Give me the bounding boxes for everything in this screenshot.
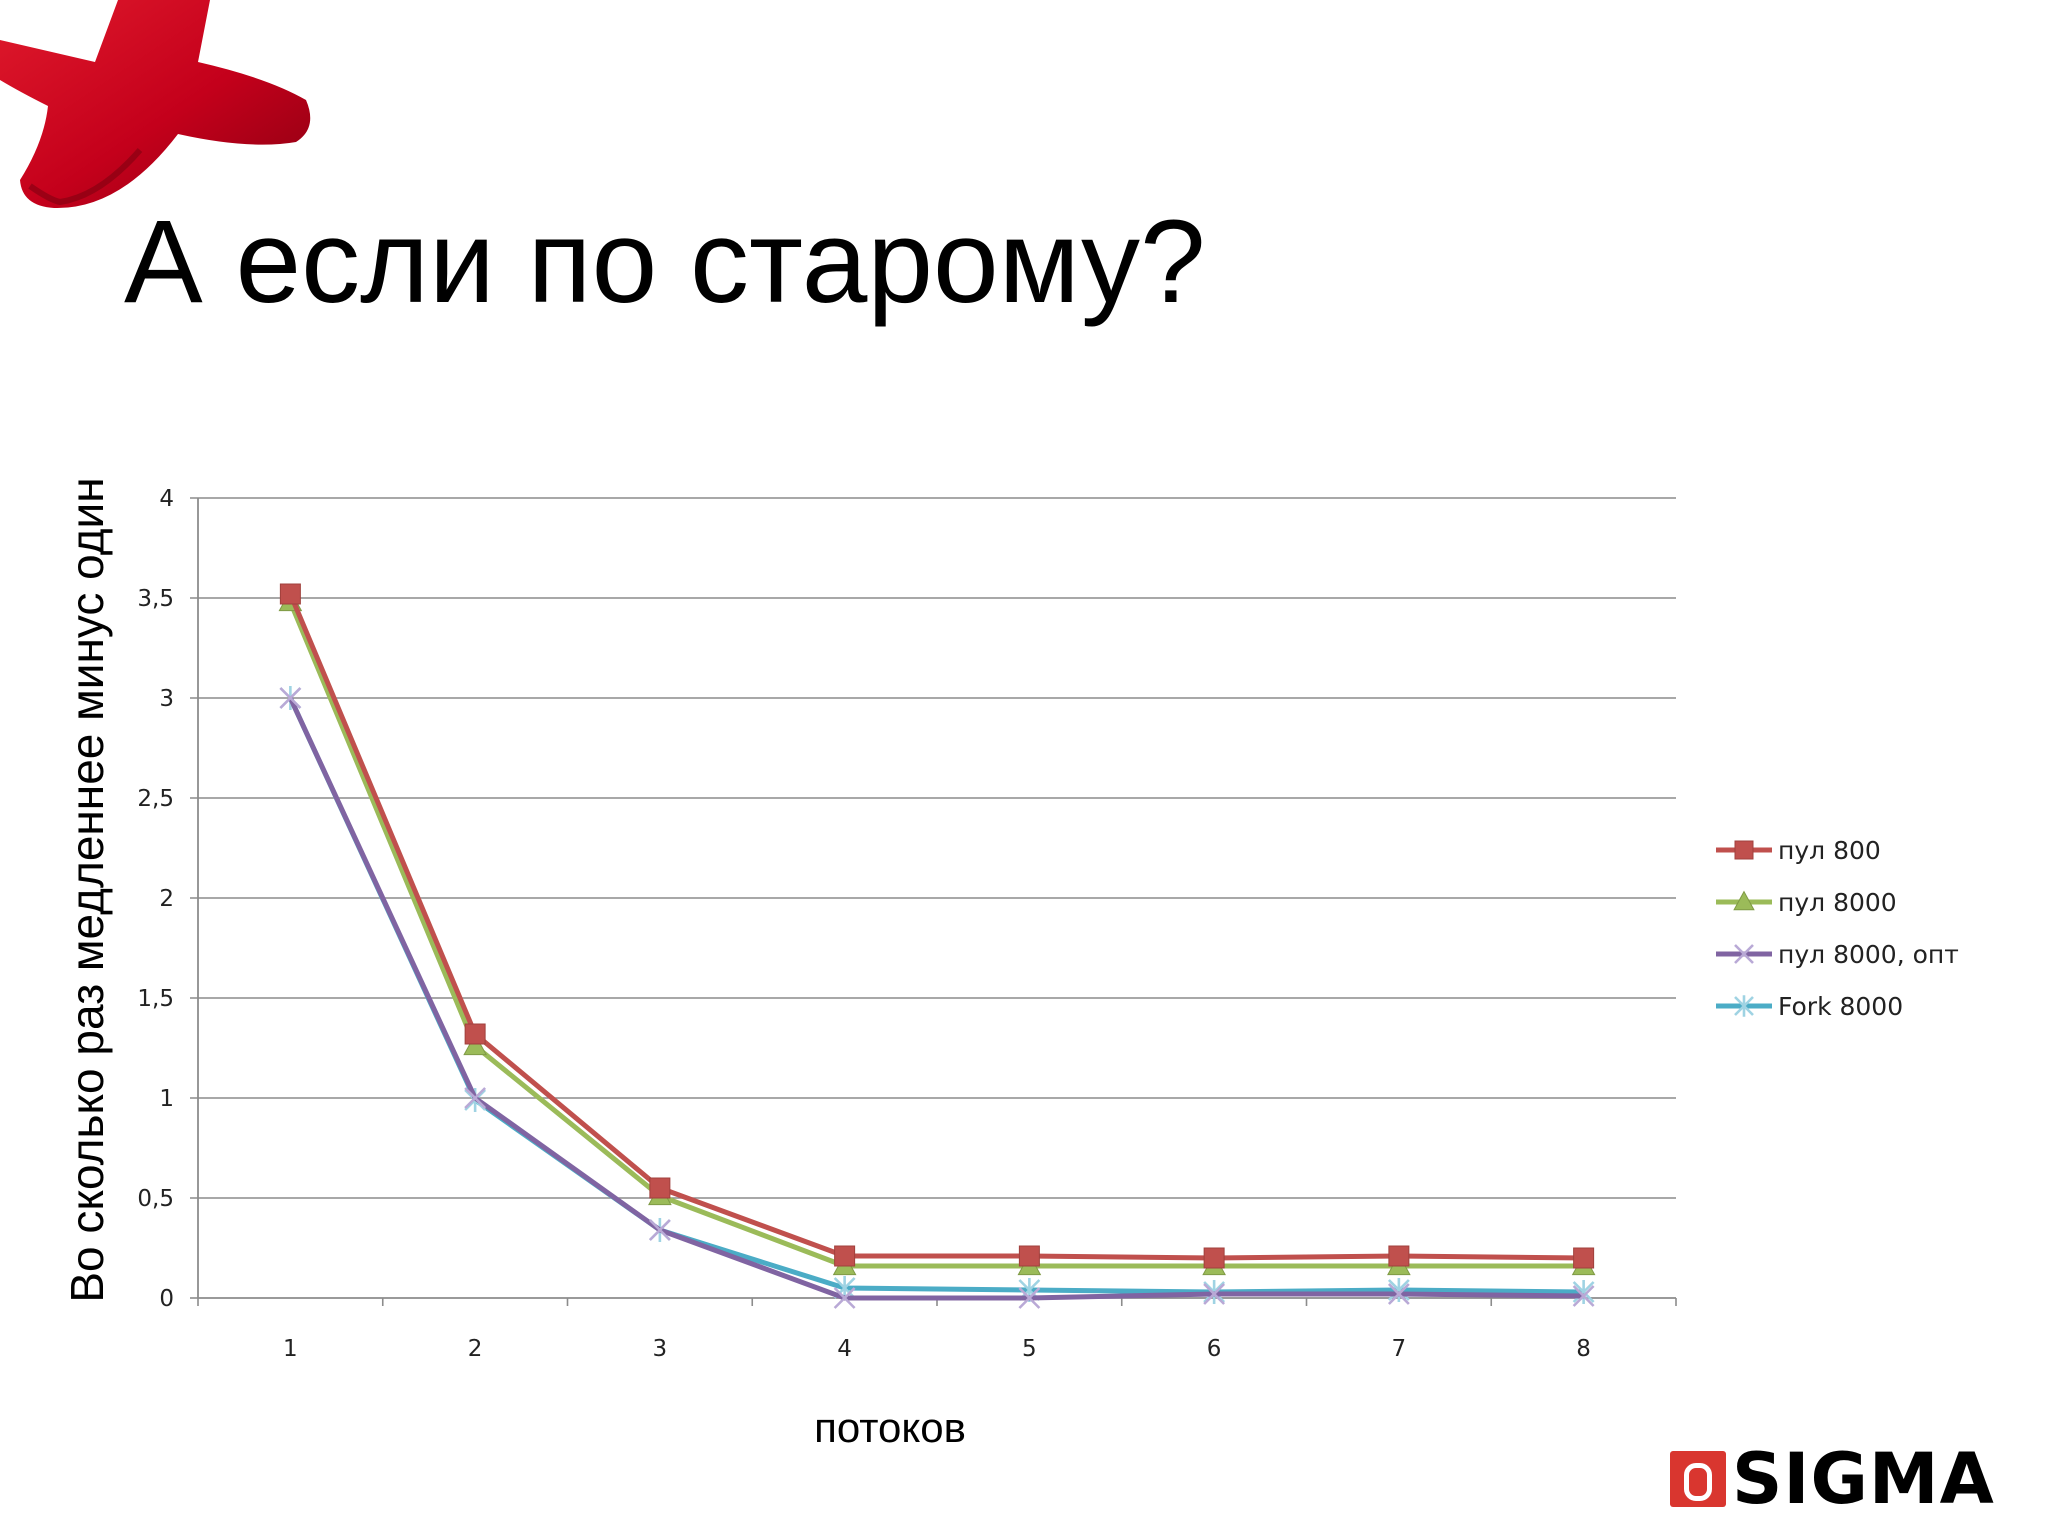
data-point-square (1018, 1245, 1040, 1267)
data-point-square (649, 1177, 671, 1199)
y-tick-labels: 0 0,5 1 1,5 2 2,5 3 3,5 4 (137, 486, 174, 1312)
data-point-star (1572, 1280, 1595, 1304)
series-4 (279, 686, 1595, 1304)
x-axis-title: потоков (814, 1404, 966, 1451)
series-1 (279, 583, 1595, 1269)
sigma-logo-text: SIGMA (1732, 1438, 1995, 1520)
y-tick-label: 0 (159, 1286, 174, 1312)
data-point-square (1573, 1247, 1595, 1269)
legend-item: пул 800 (1716, 836, 1881, 865)
x-tick-label: 4 (837, 1336, 852, 1362)
chart-legend: пул 800 пул 8000 пул 8000, опт Fork 8000 (1716, 836, 1959, 1021)
data-point-x (1734, 944, 1754, 964)
data-point-x (1018, 1287, 1041, 1309)
series-line (288, 696, 1584, 1301)
series-3 (279, 687, 1595, 1309)
legend-label: пул 8000, опт (1778, 940, 1959, 969)
data-point-square (1388, 1245, 1410, 1267)
data-point-x (648, 1219, 671, 1241)
y-axis-title: Во сколько раз медленнее минус один (61, 477, 113, 1302)
data-point-x (833, 1287, 856, 1309)
legend-label: пул 8000 (1778, 888, 1897, 917)
slide-title: А если по старому? (124, 196, 1206, 328)
x-tick-label: 6 (1207, 1336, 1222, 1362)
legend-item: Fork 8000 (1716, 992, 1903, 1021)
legend-item: пул 8000 (1716, 888, 1897, 917)
x-tick-label: 1 (283, 1336, 298, 1362)
legend-item: пул 8000, опт (1716, 940, 1959, 969)
y-tick-label: 1 (159, 1086, 174, 1112)
series-line (288, 601, 1584, 1269)
x-tick-label: 3 (653, 1336, 668, 1362)
data-point-triangle (1733, 890, 1755, 911)
data-point-x (279, 687, 302, 709)
data-point-x (464, 1087, 487, 1109)
data-point-x (1572, 1285, 1595, 1307)
y-tick-label: 0,5 (137, 1186, 174, 1212)
data-point-square (1203, 1247, 1225, 1269)
grid-lines (190, 497, 1676, 1299)
y-tick-label: 4 (159, 486, 174, 512)
series-line (288, 593, 1584, 1261)
x-tick-label: 8 (1576, 1336, 1591, 1362)
legend-label: пул 800 (1778, 836, 1881, 865)
data-point-square (1734, 840, 1754, 860)
x-tick-label: 5 (1022, 1336, 1037, 1362)
y-tick-label: 3,5 (137, 586, 174, 612)
series-line (288, 696, 1584, 1295)
data-point-triangle (463, 1033, 487, 1056)
y-tick-label: 2 (159, 886, 174, 912)
x-tick-label: 2 (468, 1336, 483, 1362)
data-point-star (1387, 1278, 1410, 1302)
x-tick-label: 7 (1392, 1336, 1407, 1362)
data-point-x (1203, 1283, 1226, 1305)
data-point-square (834, 1245, 856, 1267)
y-tick-label: 3 (159, 686, 174, 712)
y-tick-label: 1,5 (137, 986, 174, 1012)
y-tick-label: 2,5 (137, 786, 174, 812)
x-tick-labels: 1 2 3 4 5 6 7 8 (283, 1336, 1591, 1362)
corner-decoration-shape (0, 0, 311, 209)
series-lines (278, 583, 1596, 1309)
data-point-star (1734, 995, 1754, 1017)
sigma-logo: SIGMA (1670, 1444, 1995, 1514)
series-2 (278, 589, 1596, 1276)
data-point-square (464, 1023, 486, 1045)
data-point-square (279, 583, 301, 605)
sigma-logo-mark (1670, 1451, 1726, 1507)
legend-label: Fork 8000 (1778, 992, 1903, 1021)
data-point-x (1387, 1283, 1410, 1305)
